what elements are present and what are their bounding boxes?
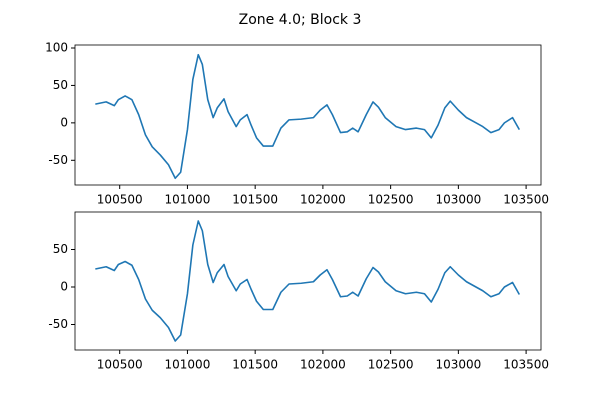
y-tick-label: 0 xyxy=(60,115,68,129)
x-tick-label: 102000 xyxy=(300,193,346,207)
x-tick-label: 101500 xyxy=(232,358,278,372)
y-tick-label: 50 xyxy=(53,242,68,256)
x-tick-label: 103500 xyxy=(503,193,549,207)
x-tick-label: 100500 xyxy=(97,193,143,207)
figure-title: Zone 4.0; Block 3 xyxy=(239,12,362,28)
x-tick-label: 102500 xyxy=(368,193,414,207)
y-tick-label: -50 xyxy=(48,153,68,167)
y-tick-label: -50 xyxy=(48,317,68,331)
y-tick-label: 100 xyxy=(45,40,68,54)
x-tick-label: 102500 xyxy=(368,358,414,372)
axes-frame xyxy=(74,211,542,351)
x-tick-label: 101500 xyxy=(232,193,278,207)
x-tick-label: 100500 xyxy=(97,358,143,372)
x-tick-label: 101000 xyxy=(165,358,211,372)
line-series xyxy=(95,220,521,342)
axes-frame xyxy=(74,44,542,186)
x-tick-label: 103000 xyxy=(435,358,481,372)
x-tick-label: 102000 xyxy=(300,358,346,372)
x-tick-label: 101000 xyxy=(165,193,211,207)
y-tick-label: 50 xyxy=(53,78,68,92)
y-tick-label: 0 xyxy=(60,280,68,294)
x-tick-label: 103000 xyxy=(435,193,481,207)
x-tick-label: 103500 xyxy=(503,358,549,372)
line-series xyxy=(95,53,521,180)
